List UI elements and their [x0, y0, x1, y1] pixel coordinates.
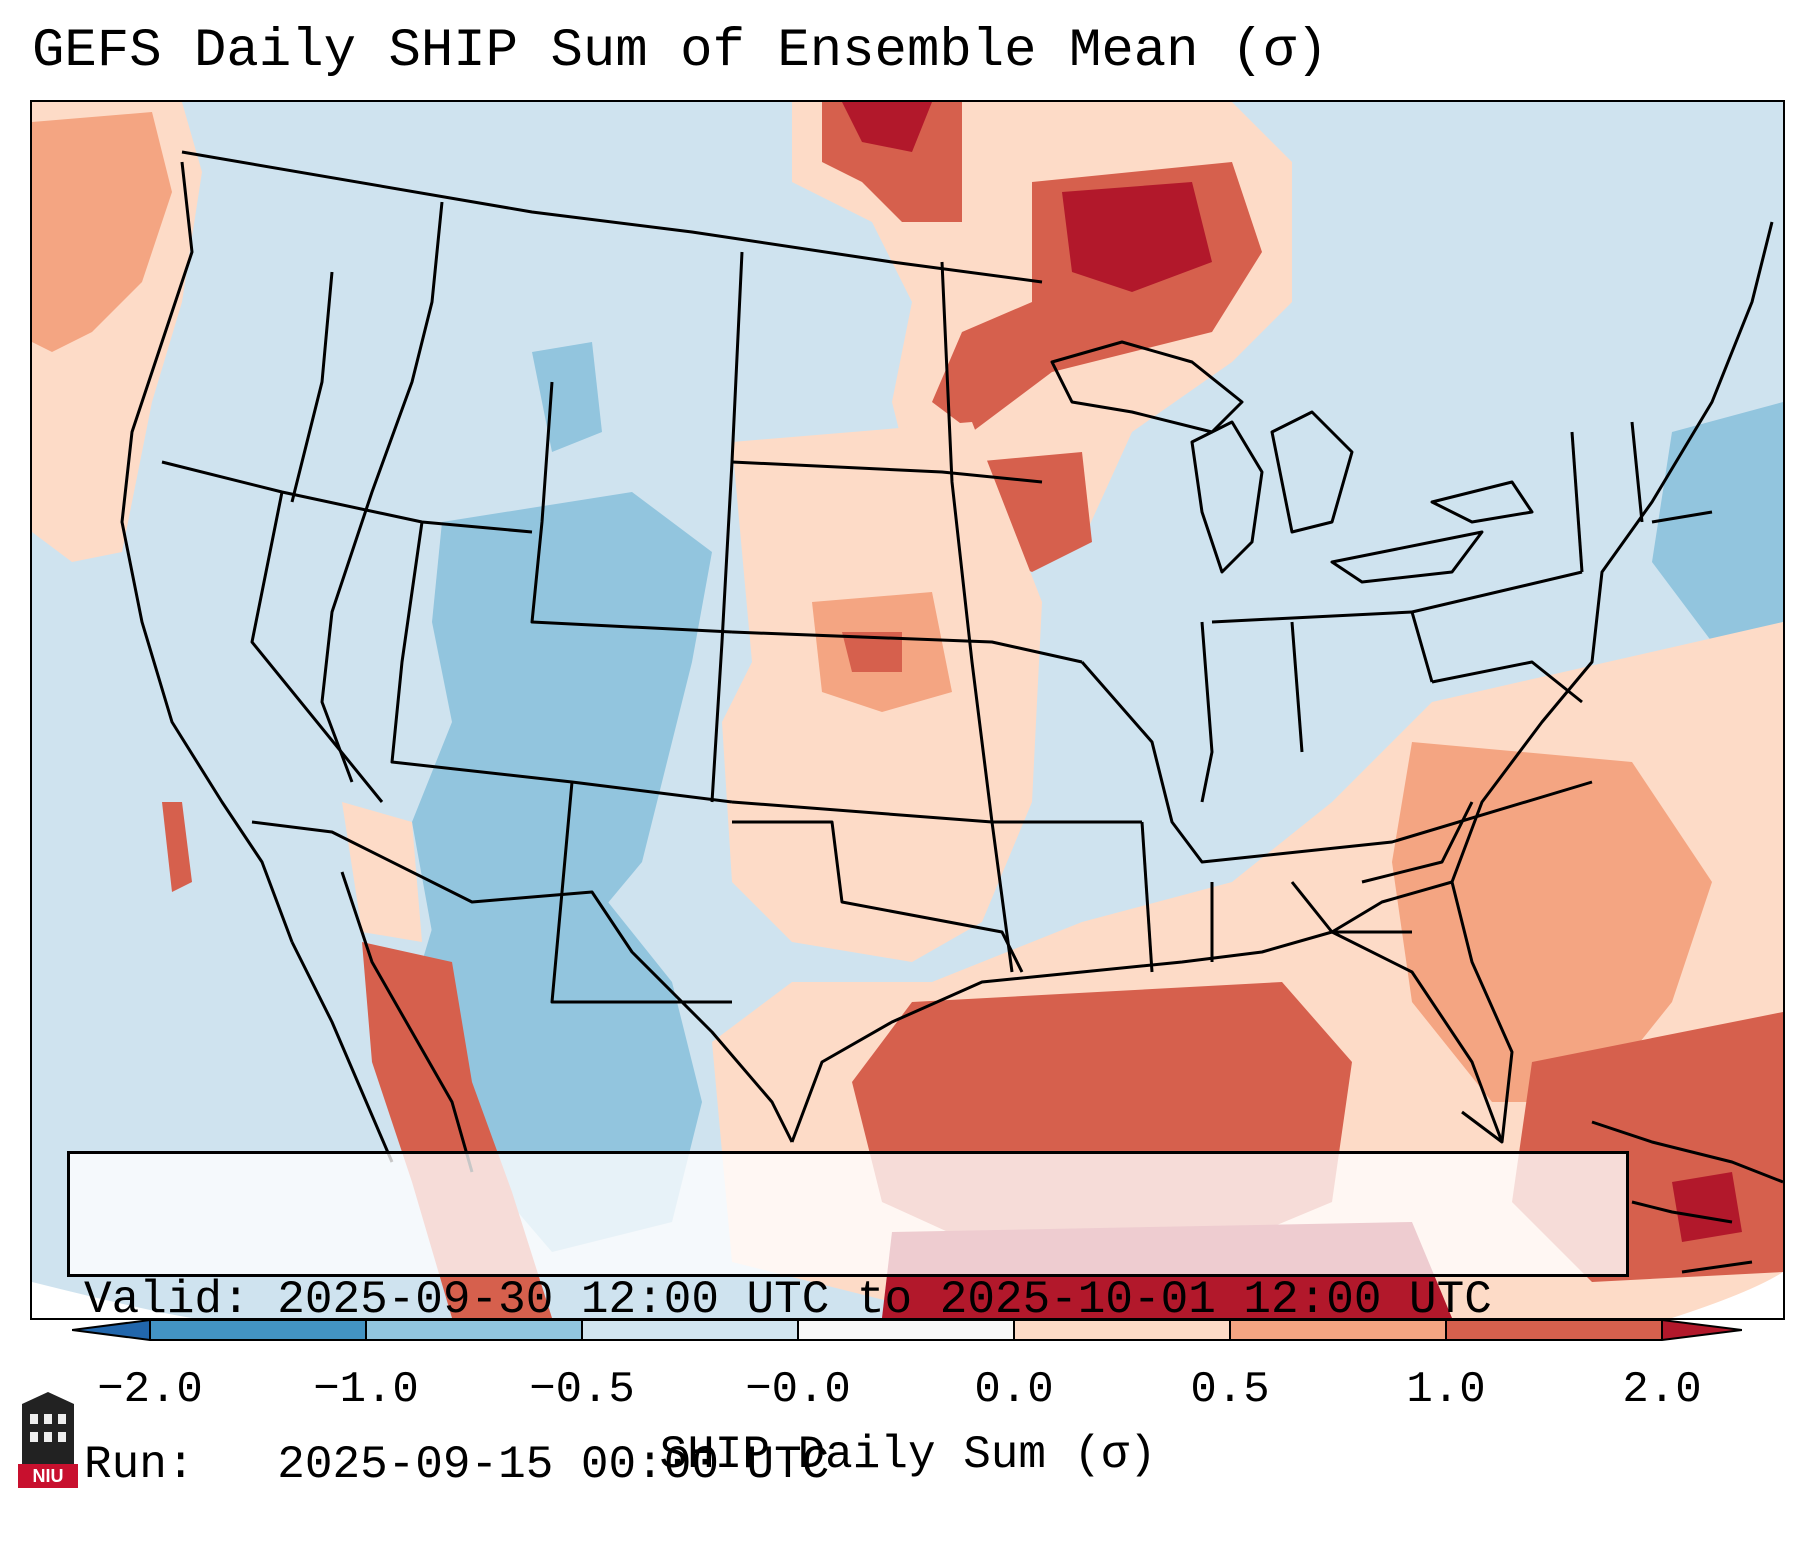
plot-title: GEFS Daily SHIP Sum of Ensemble Mean (σ) [32, 21, 1329, 82]
ship-anomaly-map [32, 102, 1783, 1318]
run-row: Run: 2025-09-15 00:00 UTC [84, 1438, 1612, 1493]
colorbar-under-arrow [72, 1320, 150, 1340]
colorbar-tick-label: 0.5 [1190, 1365, 1270, 1415]
valid-row: Valid: 2025-09-30 12:00 UTC to 2025-10-0… [84, 1273, 1612, 1328]
valid-label: Valid: [84, 1274, 250, 1326]
colorbar-segment [366, 1320, 582, 1340]
central-plains-anomaly [722, 422, 1042, 962]
colorbar-label: SHIP Daily Sum (σ) [659, 1429, 1157, 1481]
colorbar-segment [1446, 1320, 1662, 1340]
colorbar-segment [582, 1320, 798, 1340]
valid-value: 2025-09-30 12:00 UTC to 2025-10-01 12:00… [277, 1274, 1492, 1326]
pacific-positive-anomaly [32, 102, 202, 562]
colorbar-tick-label: 2.0 [1622, 1365, 1702, 1415]
colorbar-over-arrow [1662, 1320, 1742, 1340]
map-panel [30, 100, 1785, 1320]
niu-logo-icon: NIU [18, 1392, 78, 1488]
logo-text: NIU [33, 1466, 64, 1486]
political-boundaries [120, 150, 1783, 1274]
colorbar-segment [150, 1320, 366, 1340]
colorbar-segment [1230, 1320, 1446, 1340]
colorbar-tick-label: −1.0 [313, 1365, 419, 1415]
run-value: 2025-09-15 00:00 UTC [277, 1439, 830, 1491]
colorbar [72, 1319, 1742, 1341]
colorbar-ticks [149, 1320, 1663, 1340]
colorbar-segment [1014, 1320, 1230, 1340]
projection-edge-right [1672, 1272, 1783, 1318]
colorbar-tick-label: 0.0 [974, 1365, 1054, 1415]
run-label: Run: [84, 1439, 195, 1491]
colorbar-tick-label: −0.5 [529, 1365, 635, 1415]
colorbar-tick-label: −0.0 [745, 1365, 851, 1415]
colorbar-tick-label: 1.0 [1406, 1365, 1486, 1415]
valid-run-info-box: Valid: 2025-09-30 12:00 UTC to 2025-10-0… [67, 1151, 1629, 1491]
colorbar-segment [798, 1320, 1014, 1340]
projection-edge-left [32, 1282, 192, 1318]
colorbar-tick-label: −2.0 [97, 1365, 203, 1415]
